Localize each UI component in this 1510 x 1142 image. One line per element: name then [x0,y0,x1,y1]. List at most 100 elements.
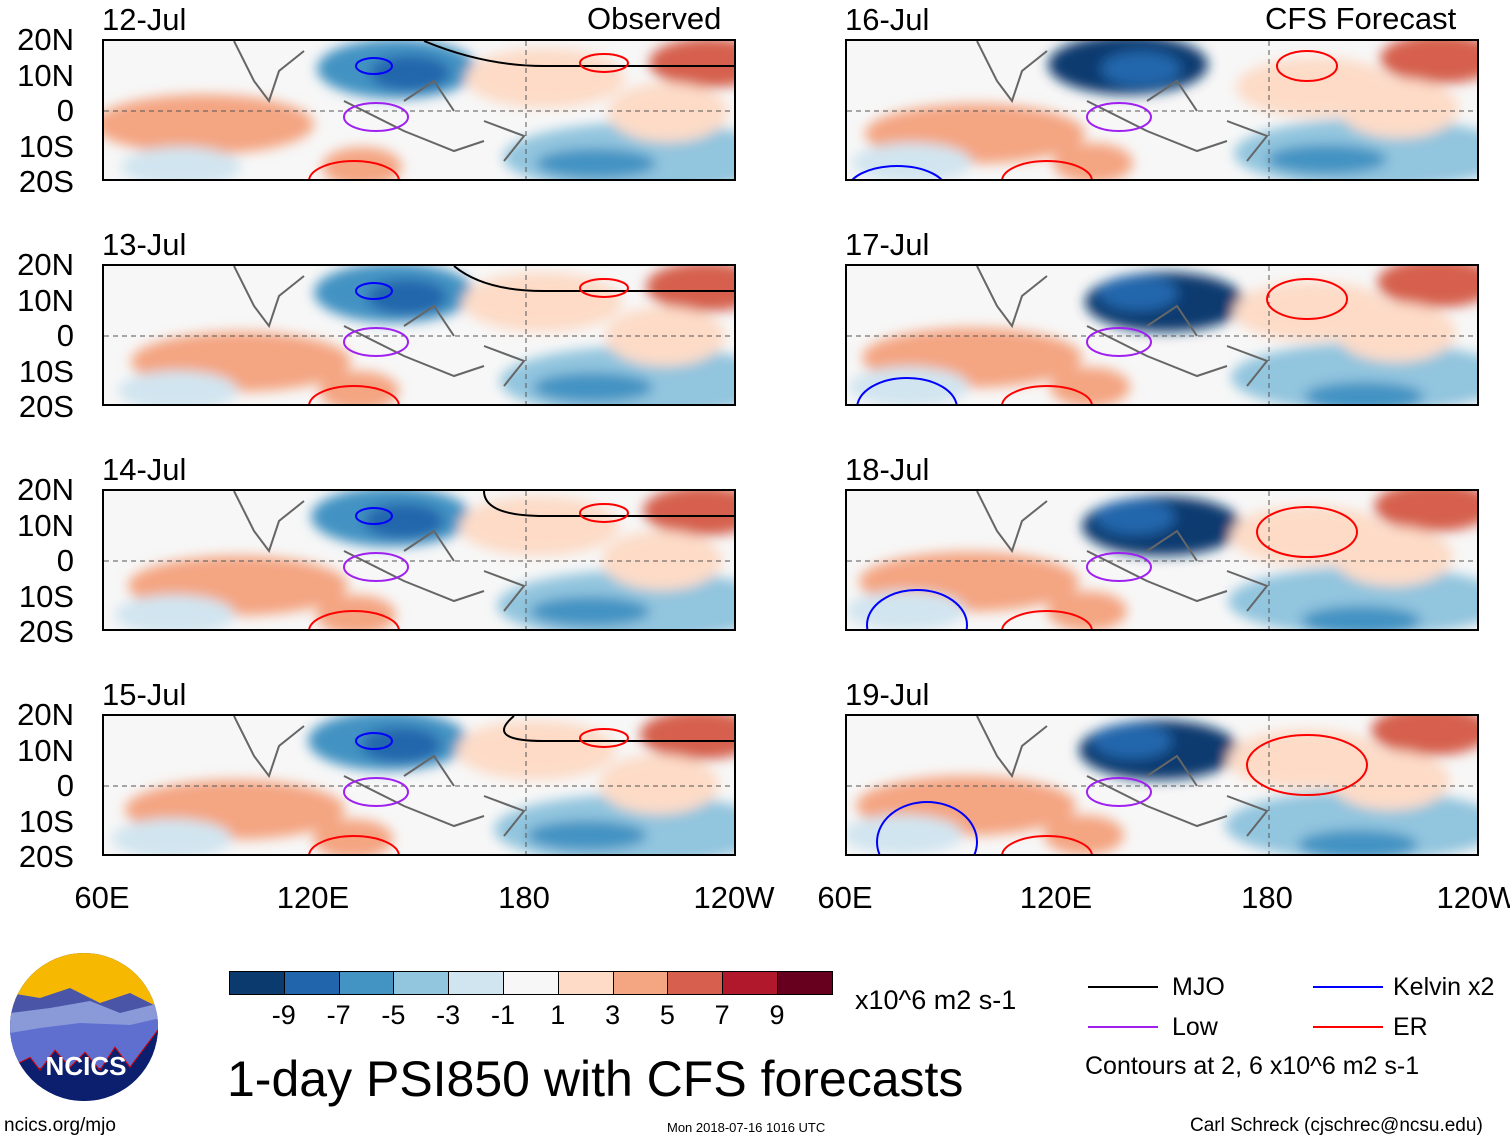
coastline [233,716,526,837]
y-tick-label: 20N [17,247,74,282]
legend-label: ER [1393,1013,1428,1041]
anomaly-region [1377,266,1477,308]
panel-date: 15-Jul [102,677,187,712]
mjo-contour [423,41,734,67]
y-tick-label: 10N [17,57,74,93]
anomaly-region [1098,275,1178,311]
er-contour [1001,835,1093,854]
anomaly-region [1336,302,1456,363]
y-tick-label: 0 [56,318,74,353]
anomaly-region [530,596,650,627]
coastline [233,491,526,612]
footer-author: Carl Schreck (cjschrec@ncsu.edu) [1190,1115,1483,1136]
y-tick-label: 20S [18,164,74,199]
y-tick-label: 20N [17,22,74,57]
colorbar-tick-label: -5 [381,1000,406,1030]
low-contour [343,102,409,132]
anomaly-region [367,279,447,315]
anomaly-region [602,530,722,591]
anomaly-region [1092,723,1172,759]
anomaly-region [1333,526,1453,587]
er-contour [308,160,400,179]
anomaly-region [527,820,647,851]
x-tick-label: 120W [1436,880,1510,915]
y-tick-label: 10S [18,128,74,164]
colorbar-tick-label: -9 [271,1000,296,1030]
er-contour [1276,50,1338,82]
kelvin-contour [876,801,978,854]
chart-title: 1-day PSI850 with CFS forecasts [227,1051,964,1107]
colorbar-tick-label: 3 [605,1000,621,1030]
anomaly-region [1330,750,1450,811]
colorbar-swatch [448,971,504,995]
legend-swatch-low [1088,1026,1158,1028]
coastline [976,41,1269,162]
y-tick-label: 10N [17,732,74,768]
panel-date: 18-Jul [845,452,930,487]
coastline [233,41,526,162]
x-tick-label: 120E [276,880,350,915]
y-tick-label: 10N [17,507,74,543]
anomaly-region [456,720,616,780]
panel-date: 14-Jul [102,452,187,487]
low-contour [343,552,409,582]
anomaly-region [1095,499,1175,535]
anomaly-region [643,491,734,536]
anomaly-region [1339,78,1459,139]
map-panel [102,264,736,406]
coastline [976,266,1269,387]
units-label: x10^6 m2 s-1 [855,985,1017,1015]
anomaly-region [361,727,441,763]
panel-date: 19-Jul [845,677,930,712]
er-contour [1246,734,1368,796]
anomaly-region [1053,143,1133,179]
anomaly-region [1301,605,1421,629]
y-tick-label: 10S [18,803,74,839]
low-contour [343,327,409,357]
anomaly-region [322,147,402,179]
anomaly-region [1101,51,1181,87]
map-panel [845,264,1479,406]
low-contour [1086,327,1152,357]
er-contour [579,53,629,73]
colorbar-tick-label: 1 [550,1000,566,1030]
anomaly-region [1304,381,1424,404]
anomaly-region [1374,491,1477,532]
anomaly-region [849,366,969,404]
y-tick-label: 0 [56,93,74,128]
anomaly-region [852,142,972,179]
anomaly-region [104,94,314,155]
legend-swatch-er [1313,1026,1383,1028]
anomaly-region [646,266,734,312]
y-tick-label: 10S [18,353,74,389]
anomaly-region [121,146,241,179]
map-panel [102,714,736,856]
contour-note: Contours at 2, 6 x10^6 m2 s-1 [1085,1052,1420,1080]
colorbar-swatch [338,971,395,995]
low-contour [1086,552,1152,582]
legend-swatch-mjo [1088,986,1158,988]
er-contour [308,385,400,404]
colorbar-swatch [283,971,340,995]
x-tick-label: 60E [74,880,130,915]
footer-url[interactable]: ncics.org/mjo [4,1115,116,1136]
colorbar-tick-label: -1 [490,1000,516,1030]
anomaly-region [533,372,653,403]
low-contour [343,777,409,807]
map-panel [845,714,1479,856]
colorbar-tick-label: -7 [326,1000,351,1030]
y-tick-label: 0 [56,543,74,578]
map-panel [845,489,1479,631]
map-panel [102,39,736,181]
y-tick-label: 20S [18,389,74,424]
anomaly-region [112,818,232,854]
mjo-contour [453,266,734,292]
colorbar-swatch [667,971,724,995]
anomaly-region [847,814,963,854]
anomaly-region [1044,815,1124,854]
anomaly-region [1380,41,1477,84]
kelvin-contour [851,165,943,179]
colorbar-swatch [229,971,285,995]
kelvin-contour [856,377,958,404]
colorbar-swatch [557,971,614,995]
